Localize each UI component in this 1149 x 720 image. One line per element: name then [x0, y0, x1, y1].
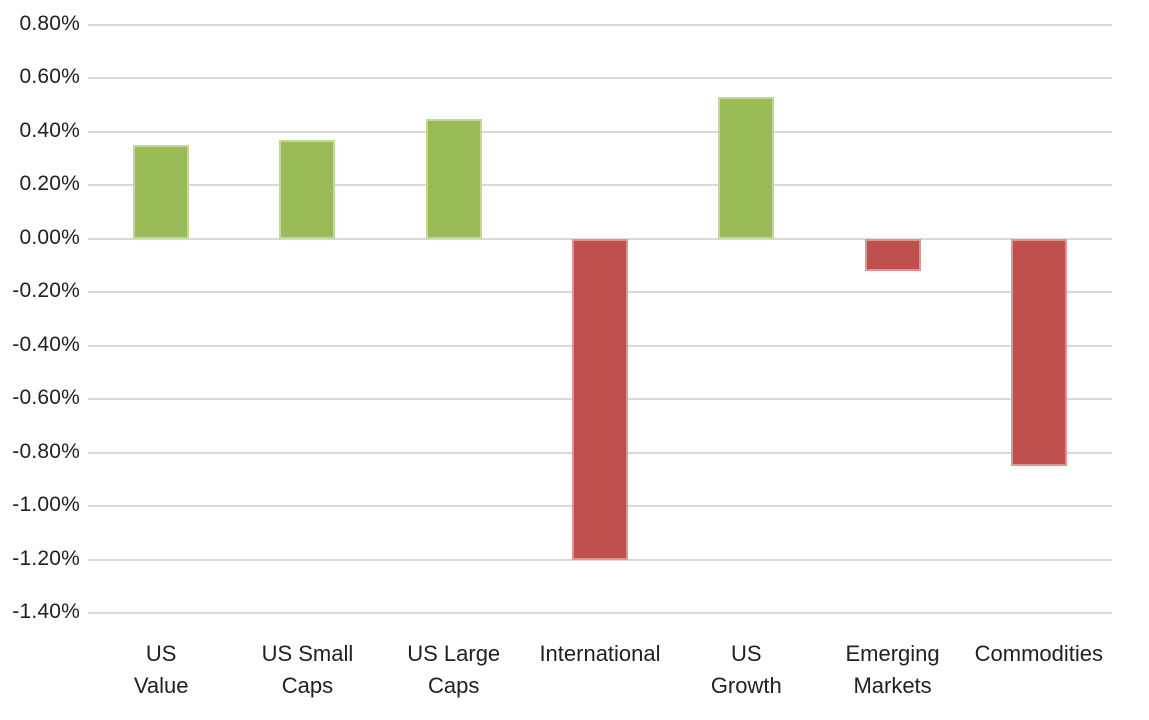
y-axis-tick-label: -0.60%: [12, 386, 80, 410]
x-axis-label-line: International: [539, 641, 661, 666]
y-axis-tick-label: 0.00%: [19, 225, 80, 249]
x-axis-label-line: US Large: [407, 641, 501, 666]
bar-us-small-caps: [279, 139, 336, 239]
bar-commodities: [1010, 238, 1067, 466]
bar-emerging-markets: [864, 238, 921, 271]
gridline-0-80-: [88, 24, 1112, 26]
x-axis-label-us-value: US Value: [88, 638, 234, 702]
bar-international: [572, 238, 628, 560]
x-axis-label-line: Caps: [281, 673, 334, 698]
y-axis-tick-label: -1.00%: [12, 493, 80, 517]
y-axis-tick-label: -0.20%: [12, 279, 80, 303]
x-axis-label-line: US: [731, 641, 762, 666]
gridline--1-40-: [88, 612, 1112, 614]
y-axis-tick-label: 0.80%: [19, 12, 80, 35]
x-axis-label-line: US: [145, 641, 177, 666]
gridline-0-40-: [88, 130, 1112, 133]
x-axis-label-line: Caps: [428, 673, 480, 698]
x-axis-label-international: International: [527, 638, 673, 670]
x-axis-label-line: Value: [133, 673, 189, 698]
y-axis-tick-label: 0.20%: [19, 172, 80, 196]
x-axis-label-line: Growth: [710, 673, 782, 698]
bar-us-large-caps: [425, 118, 482, 239]
y-axis-tick-label: -1.20%: [12, 546, 80, 570]
x-axis-label-us-small-caps: US Small Caps: [234, 638, 380, 702]
bar-us-growth: [718, 97, 775, 239]
y-axis-tick-label: -1.40%: [12, 600, 80, 623]
x-axis-label-line: Emerging: [845, 641, 940, 666]
x-axis-label-line: US Small: [261, 641, 354, 666]
x-axis-label-commodities: Commodities: [966, 638, 1112, 670]
gridline-0-60-: [88, 77, 1112, 80]
bar-us-value: [133, 145, 190, 239]
x-axis-label-us-large-caps: US Large Caps: [381, 638, 527, 702]
gridline--1-20-: [88, 558, 1112, 561]
y-axis-tick-label: 0.40%: [19, 118, 80, 142]
x-axis-label-emerging-markets: Emerging Markets: [819, 638, 965, 702]
y-axis-tick-label: -0.80%: [12, 439, 80, 463]
x-axis-label-us-growth: US Growth: [673, 638, 819, 702]
x-axis-label-line: Markets: [853, 673, 932, 698]
y-axis-tick-label: -0.40%: [12, 332, 80, 356]
gridline-0-20-: [88, 184, 1112, 187]
y-axis-tick-label: 0.60%: [19, 65, 80, 89]
x-axis-label-line: Commodities: [974, 641, 1104, 666]
